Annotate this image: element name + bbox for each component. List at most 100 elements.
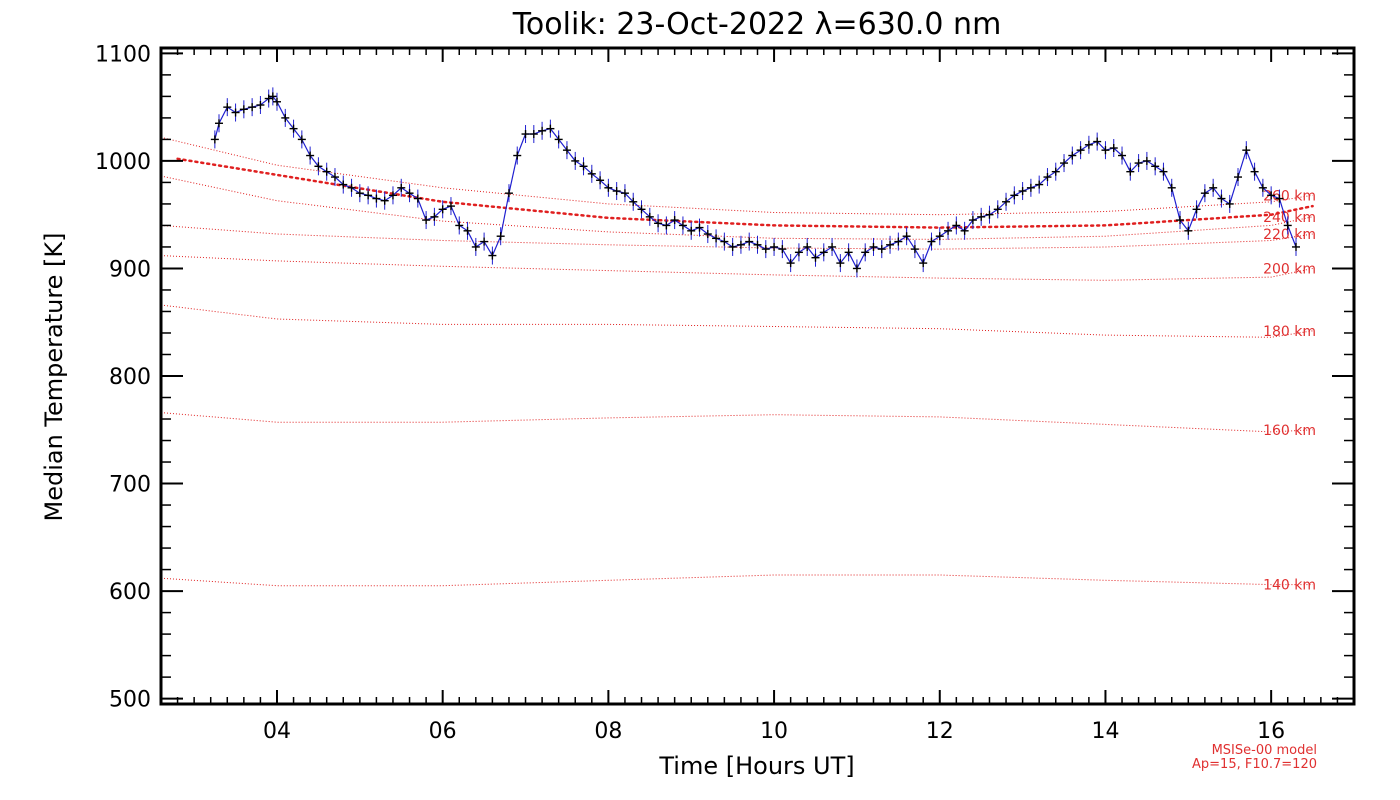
data-point (1242, 141, 1251, 160)
data-point (662, 216, 671, 235)
data-point (1118, 146, 1127, 165)
model-label-140km: 140 km (1263, 578, 1316, 594)
data-point (1076, 141, 1085, 160)
data-point (620, 184, 629, 203)
x-tick-label: 04 (263, 719, 291, 744)
data-point (256, 95, 265, 114)
data-point (720, 232, 729, 251)
data-point (1093, 132, 1102, 151)
data-point (330, 168, 339, 187)
data-point (654, 214, 663, 233)
data-point (480, 232, 489, 251)
model-label-180km: 180 km (1263, 324, 1316, 340)
data-point (1159, 162, 1168, 181)
data-point (347, 178, 356, 197)
data-point (1275, 189, 1284, 208)
data-point (803, 237, 812, 256)
data-point (239, 100, 248, 119)
data-point (1283, 216, 1292, 235)
data-point (927, 232, 936, 251)
model-curve-220km (160, 224, 1313, 250)
data-point (1225, 194, 1234, 213)
data-point (695, 218, 704, 237)
data-point (1234, 168, 1243, 187)
data-point (960, 221, 969, 240)
data-point (869, 237, 878, 256)
data-point (1292, 237, 1301, 256)
x-axis-label: Time [Hours UT] (658, 752, 854, 780)
data-point (1267, 186, 1276, 205)
data-point (455, 216, 464, 235)
data-point (952, 216, 961, 235)
data-point (944, 221, 953, 240)
model-note-line2: Ap=15, F10.7=120 (1192, 757, 1317, 772)
data-point (264, 89, 273, 108)
model-curve-180km (160, 304, 1313, 338)
data-point (430, 207, 439, 226)
data-point (712, 229, 721, 248)
data-point (861, 243, 870, 262)
data-point (355, 184, 364, 203)
model-label-220km: 220 km (1263, 227, 1316, 243)
data-point (645, 207, 654, 226)
data-point (471, 237, 480, 256)
y-tick-label: 1100 (95, 42, 151, 67)
data-point (778, 240, 787, 259)
data-point (339, 175, 348, 194)
data-point (463, 221, 472, 240)
data-point (770, 237, 779, 256)
data-point (604, 178, 613, 197)
data-point (1051, 162, 1060, 181)
data-point (844, 243, 853, 262)
x-tick-label: 14 (1091, 719, 1119, 744)
x-tick-label: 10 (760, 719, 788, 744)
data-point (571, 151, 580, 170)
data-point (380, 191, 389, 210)
data-point (612, 182, 621, 201)
data-point (852, 259, 861, 278)
data-point (1258, 178, 1267, 197)
model-label-160km: 160 km (1263, 423, 1316, 439)
data-point (968, 211, 977, 230)
data-point (761, 240, 770, 259)
data-point (1192, 200, 1201, 219)
model-curve-200km (160, 255, 1313, 281)
data-point (214, 114, 223, 133)
data-point (297, 130, 306, 149)
data-point (1101, 141, 1110, 160)
model-curve-140km (160, 574, 1313, 587)
y-tick-label: 1000 (95, 150, 151, 175)
model-note-line1: MSISe-00 model (1212, 743, 1317, 758)
data-point (1002, 192, 1011, 211)
data-point (388, 186, 397, 205)
data-point (1010, 186, 1019, 205)
measured-temperature-line (214, 95, 1297, 270)
data-point (703, 225, 712, 244)
data-point (1035, 175, 1044, 194)
data-point (413, 189, 422, 208)
data-point (1209, 178, 1218, 197)
data-point (1151, 157, 1160, 176)
data-point (819, 243, 828, 262)
data-point (1043, 168, 1052, 187)
data-point (1250, 162, 1259, 181)
data-point (405, 184, 414, 203)
data-point (289, 119, 298, 138)
x-tick-label: 08 (594, 719, 622, 744)
data-point (579, 157, 588, 176)
data-point (919, 254, 928, 273)
data-point (231, 103, 240, 122)
data-point (1068, 146, 1077, 165)
data-point (786, 254, 795, 273)
data-point (488, 246, 497, 265)
data-point (372, 189, 381, 208)
model-label-240km: 240 km (1263, 210, 1316, 226)
data-point (910, 240, 919, 259)
data-point (438, 200, 447, 219)
y-tick-label: 800 (109, 365, 151, 390)
data-point (836, 254, 845, 273)
model-fit-curve (176, 157, 1314, 229)
data-point (281, 108, 290, 127)
data-point (1060, 154, 1069, 173)
